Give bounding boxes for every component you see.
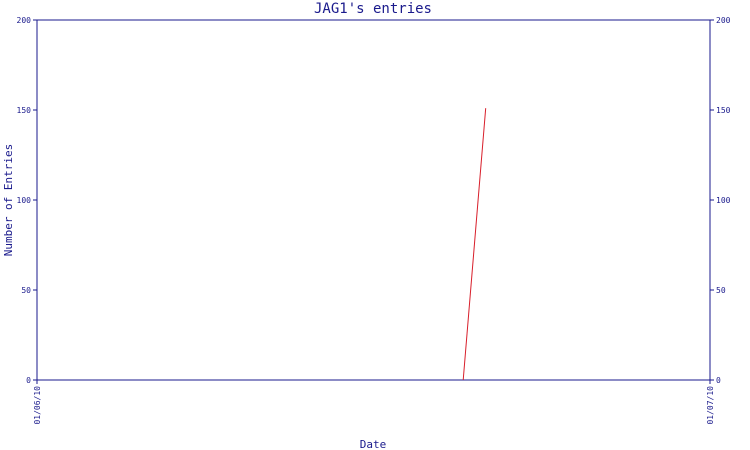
series-line [462, 108, 487, 381]
y-tick-label-left: 150 [17, 106, 32, 115]
y-axis-left: 0 50 100 150 200 [17, 16, 37, 385]
chart-title: JAG1's entries [314, 1, 432, 17]
y-tick-label-left: 200 [17, 16, 32, 25]
y-axis-right: 0 50 100 150 200 [710, 16, 731, 385]
y-tick-label-right: 50 [716, 286, 726, 295]
y-tick-label-right: 200 [716, 16, 731, 25]
y-axis-label: Number of Entries [2, 144, 15, 257]
y-tick-label-left: 100 [17, 196, 32, 205]
y-tick-label-right: 150 [716, 106, 731, 115]
series-layer [462, 108, 487, 381]
y-tick-label-right: 0 [716, 376, 721, 385]
x-axis-label: Date [360, 438, 387, 450]
x-tick-label: 01/06/10 [33, 386, 42, 425]
x-axis: 01/06/10 01/07/10 [33, 380, 715, 425]
plot-area [36, 19, 711, 381]
x-tick-label: 01/07/10 [706, 386, 715, 425]
y-tick-label-right: 100 [716, 196, 731, 205]
y-tick-label-left: 50 [21, 286, 31, 295]
y-tick-label-left: 0 [26, 376, 31, 385]
